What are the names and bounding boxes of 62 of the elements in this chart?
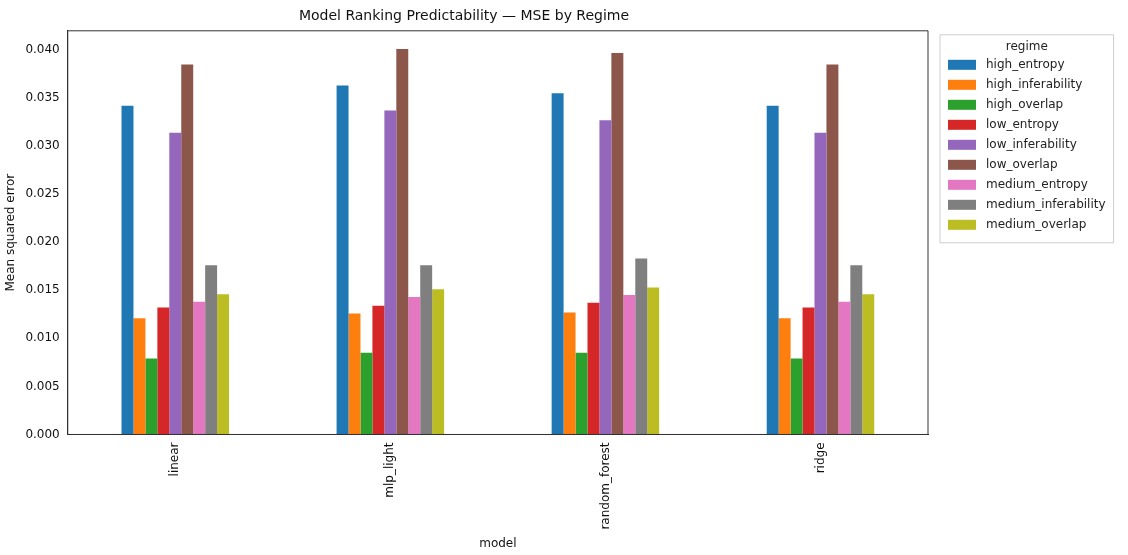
legend-label: low_entropy	[986, 116, 1059, 131]
y-tick-label: 0.010	[25, 330, 60, 345]
bar	[181, 64, 194, 435]
bar	[396, 49, 409, 435]
bar	[432, 289, 445, 435]
chart-title: Model Ranking Predictability — MSE by Regime	[298, 7, 630, 24]
bar	[563, 312, 576, 435]
y-tick-label: 0.040	[25, 42, 60, 57]
x-tick-label: mlp_light	[382, 442, 397, 498]
bar	[838, 301, 851, 435]
bar	[420, 265, 433, 435]
x-axis-title: model	[479, 535, 517, 550]
legend-label: high_entropy	[986, 56, 1065, 71]
y-tick-label: 0.005	[25, 378, 60, 393]
legend-label: high_inferability	[986, 76, 1083, 91]
bar	[551, 93, 564, 435]
bar	[575, 352, 588, 435]
bar	[850, 265, 863, 435]
bar	[217, 294, 230, 435]
y-tick-label: 0.035	[25, 90, 60, 105]
bar	[360, 352, 373, 435]
bar	[862, 294, 875, 435]
bar	[372, 305, 385, 435]
legend-label: medium_entropy	[986, 176, 1088, 191]
bar	[169, 132, 182, 435]
y-tick-label: 0.015	[25, 282, 60, 297]
legend-label: medium_inferability	[986, 196, 1106, 211]
bar	[133, 318, 146, 435]
bar	[348, 313, 361, 435]
bar	[802, 307, 815, 435]
legend-title: regime	[1005, 38, 1048, 53]
y-tick-label: 0.000	[25, 426, 60, 441]
bar	[826, 64, 839, 435]
y-tick-label: 0.025	[25, 186, 60, 201]
bar	[635, 258, 648, 435]
bar	[814, 132, 827, 435]
bar	[587, 302, 600, 435]
bar	[145, 358, 158, 435]
y-axis-title: Mean squared error	[3, 173, 18, 292]
x-tick-label: ridge	[812, 442, 827, 474]
y-tick-label: 0.020	[25, 234, 60, 249]
bar	[205, 265, 218, 435]
legend-label: low_inferability	[986, 136, 1077, 151]
x-tick-label: random_forest	[597, 442, 612, 530]
bar	[121, 105, 134, 435]
bar	[778, 318, 791, 435]
bar	[408, 297, 421, 435]
bar	[790, 358, 803, 435]
bar	[336, 85, 349, 435]
bar	[157, 307, 170, 435]
bar	[623, 295, 636, 435]
bar	[384, 110, 397, 435]
legend-label: high_overlap	[986, 96, 1064, 111]
bar	[611, 52, 624, 435]
bar	[193, 301, 206, 435]
legend-label: low_overlap	[986, 156, 1058, 171]
bar	[766, 105, 779, 435]
y-tick-label: 0.030	[25, 138, 60, 153]
bar	[647, 287, 660, 435]
x-tick-label: linear	[167, 442, 182, 477]
legend-label: medium_overlap	[986, 216, 1087, 231]
bar	[599, 120, 612, 435]
